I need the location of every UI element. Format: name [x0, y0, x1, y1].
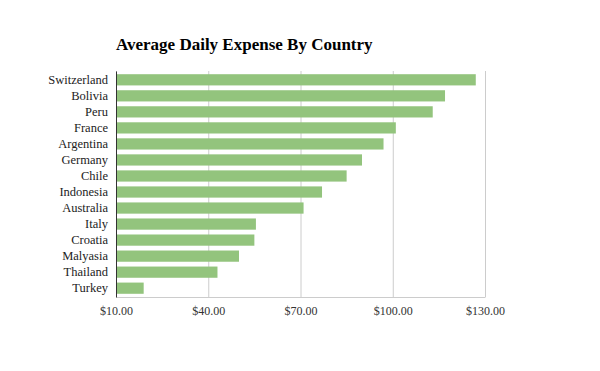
- bars: [116, 74, 476, 294]
- tick-label: $40.00: [192, 304, 225, 318]
- category-label: Bolivia: [71, 89, 108, 103]
- tick: Chile: [81, 169, 116, 183]
- chart: Average Daily Expense By Country $10.00 $4…: [0, 0, 600, 371]
- tick-label: $100.00: [374, 304, 413, 318]
- bar: [116, 202, 304, 213]
- tick: Italy: [85, 217, 116, 231]
- bar: [116, 267, 217, 278]
- tick: Thailand: [64, 265, 116, 279]
- tick: Bolivia: [71, 89, 116, 103]
- tick-label: $70.00: [285, 304, 318, 318]
- bar: [116, 218, 256, 229]
- category-label: Chile: [81, 169, 109, 183]
- bar: [116, 186, 322, 197]
- grid-line: [485, 71, 486, 297]
- tick: Indonesia: [59, 185, 116, 199]
- category-label: Croatia: [71, 233, 108, 247]
- tick: Malyasia: [62, 249, 116, 263]
- bar: [116, 138, 384, 149]
- tick: $130.00: [466, 71, 505, 318]
- tick: Germany: [61, 153, 116, 167]
- bar: [116, 283, 144, 294]
- category-label: Malyasia: [62, 249, 108, 263]
- category-label: Argentina: [58, 137, 108, 151]
- grid-line: [208, 71, 209, 297]
- category-label: Germany: [61, 153, 108, 167]
- bar: [116, 90, 445, 101]
- grid-line: [301, 71, 302, 297]
- tick: Croatia: [71, 233, 116, 247]
- tick-label: $10.00: [100, 304, 133, 318]
- value-axis: $10.00 $40.00 $70.00 $100.00 $130.00: [100, 71, 505, 318]
- category-label: Switzerland: [48, 73, 108, 87]
- category-label: Indonesia: [59, 185, 108, 199]
- grid-line: [116, 71, 117, 297]
- bar: [116, 106, 433, 117]
- category-label: Australia: [62, 201, 108, 215]
- bar: [116, 122, 396, 133]
- bar: [116, 74, 476, 85]
- category-label: Thailand: [64, 265, 109, 279]
- bar: [116, 251, 239, 262]
- tick: Australia: [62, 201, 116, 215]
- tick: Peru: [85, 105, 116, 119]
- bar: [116, 170, 347, 181]
- grid-line: [393, 71, 394, 297]
- bar: [116, 154, 362, 165]
- category-label: Turkey: [72, 281, 108, 295]
- tick-label: $130.00: [466, 304, 505, 318]
- title: Average Daily Expense By Country: [116, 35, 373, 54]
- tick: Turkey: [72, 281, 116, 295]
- plot: $10.00 $40.00 $70.00 $100.00 $130.00 Switzerl…: [48, 71, 505, 318]
- tick: Argentina: [58, 137, 116, 151]
- axis-line: [117, 297, 486, 298]
- category-label: France: [74, 121, 108, 135]
- category-axis: Switzerland Bolivia Peru France Argentina Ger…: [48, 72, 116, 298]
- tick: Switzerland: [48, 73, 116, 87]
- category-label: Peru: [85, 105, 109, 119]
- category-label: Italy: [85, 217, 109, 231]
- axis-line: [116, 72, 117, 298]
- bar: [116, 234, 254, 245]
- tick: France: [74, 121, 116, 135]
